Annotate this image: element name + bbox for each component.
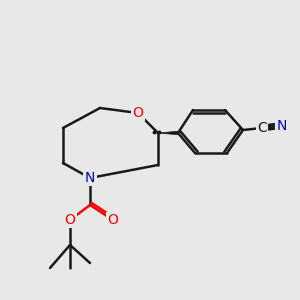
Text: O: O	[133, 106, 143, 120]
Text: O: O	[108, 213, 118, 227]
Text: O: O	[64, 213, 75, 227]
Text: C: C	[257, 121, 267, 135]
Polygon shape	[158, 131, 178, 135]
Text: N: N	[277, 119, 287, 133]
Text: N: N	[85, 171, 95, 185]
